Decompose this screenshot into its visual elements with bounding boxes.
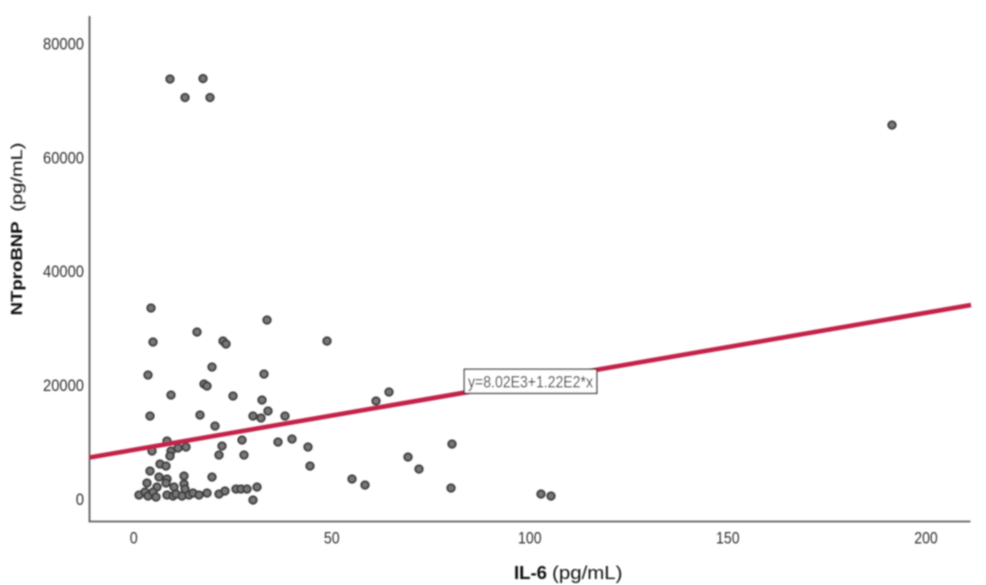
svg-text:IL-6: IL-6: [514, 562, 547, 583]
svg-text:80000: 80000: [43, 35, 84, 54]
svg-text:50: 50: [324, 529, 340, 548]
svg-text:20000: 20000: [43, 376, 84, 395]
svg-text:(pg/mL): (pg/mL): [8, 143, 25, 212]
svg-text:200: 200: [914, 529, 938, 548]
svg-text:y=8.02E3+1.22E2*x: y=8.02E3+1.22E2*x: [468, 374, 594, 392]
svg-text:40000: 40000: [43, 262, 84, 281]
svg-text:0: 0: [76, 490, 84, 509]
svg-text:60000: 60000: [43, 148, 84, 167]
svg-text:0: 0: [130, 529, 138, 548]
svg-text:(pg/mL): (pg/mL): [552, 562, 623, 583]
svg-text:150: 150: [716, 529, 740, 548]
svg-text:100: 100: [518, 529, 542, 548]
svg-text:NTproBNP: NTproBNP: [8, 221, 25, 315]
